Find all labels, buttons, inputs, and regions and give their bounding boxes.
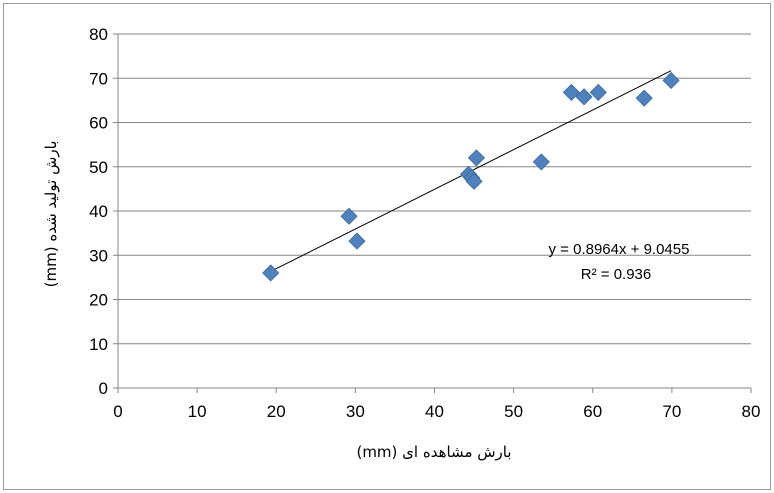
y-tick-label: 50 <box>89 158 108 177</box>
y-tick-label: 0 <box>99 379 108 398</box>
data-point <box>465 172 483 190</box>
axes <box>113 33 752 393</box>
x-tick-label: 70 <box>662 402 681 421</box>
data-point <box>348 232 366 250</box>
x-tick-label: 50 <box>504 402 523 421</box>
y-tick-label: 40 <box>89 202 108 221</box>
data-point <box>340 207 358 225</box>
y-tick-label: 70 <box>89 69 108 88</box>
tick-labels: 0 10 20 30 40 50 60 70 80 0 10 20 30 40 50 60 70 80 <box>89 25 760 421</box>
data-point <box>532 153 550 171</box>
x-tick-label: 0 <box>113 402 122 421</box>
y-tick-label: 10 <box>89 335 108 354</box>
chart-area: 0 10 20 30 40 50 60 70 80 0 10 20 30 40 50 60 70 80 y = 0… <box>3 3 771 490</box>
r-squared-label: R² = 0.936 <box>581 266 651 283</box>
y-tick-label: 30 <box>89 246 108 265</box>
x-tick-label: 20 <box>267 402 286 421</box>
data-point <box>467 149 486 167</box>
y-tick-label: 20 <box>89 291 108 310</box>
gridlines <box>118 33 751 345</box>
data-points <box>262 71 680 282</box>
scatter-chart: 0 10 20 30 40 50 60 70 80 0 10 20 30 40 50 60 70 80 y = 0… <box>42 25 760 461</box>
data-point <box>562 83 580 101</box>
data-point <box>589 83 607 101</box>
x-tick-label: 10 <box>188 402 207 421</box>
x-tick-label: 60 <box>583 402 602 421</box>
y-tick-label: 80 <box>89 25 108 44</box>
y-axis-title: بارش تولید شده (mm) <box>42 141 60 288</box>
trendline-equation: y = 0.8964x + 9.0455 <box>549 241 690 258</box>
x-tick-label: 40 <box>425 402 444 421</box>
y-tick-label: 60 <box>89 114 108 133</box>
x-axis-title: بارش مشاهده ای (mm) <box>356 443 511 461</box>
x-tick-label: 80 <box>742 402 761 421</box>
data-point <box>662 71 680 90</box>
data-point <box>575 88 593 106</box>
data-point <box>262 264 280 282</box>
data-point <box>635 89 653 107</box>
x-tick-label: 30 <box>346 402 365 421</box>
